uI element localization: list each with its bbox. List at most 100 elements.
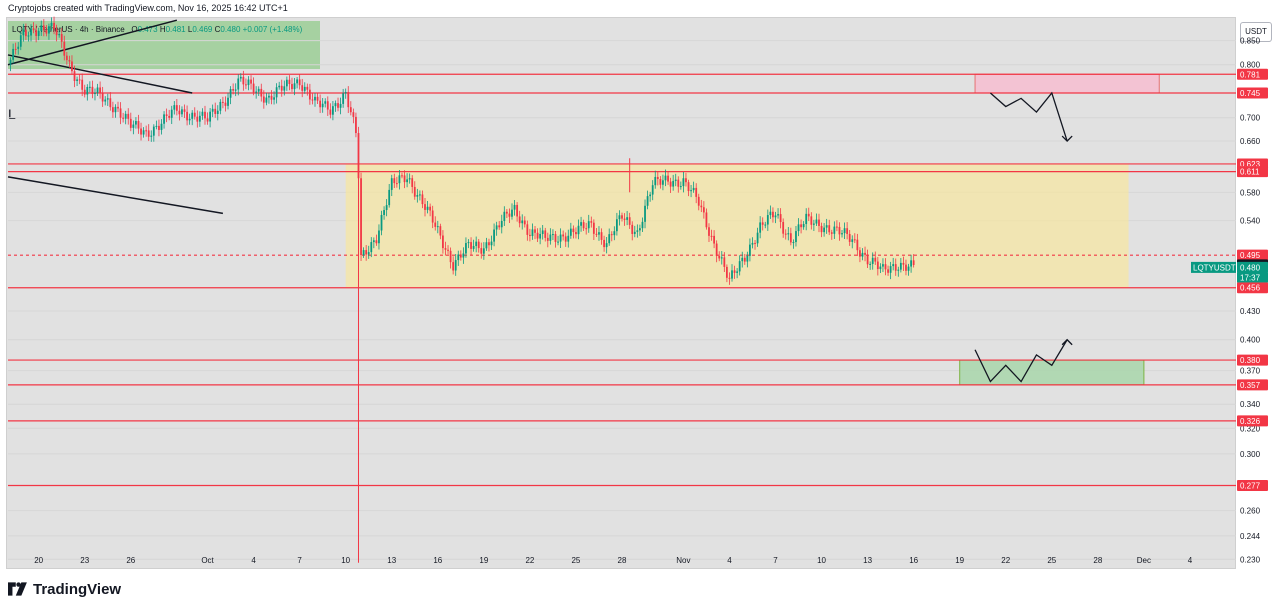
candle-body xyxy=(306,86,309,90)
currency-button[interactable]: USDT xyxy=(1240,22,1272,42)
candle-body xyxy=(81,79,84,90)
candle-body xyxy=(63,41,66,56)
level-badge-bg xyxy=(1237,68,1268,80)
candle-body xyxy=(488,242,490,246)
y-tick-label: 0.230 xyxy=(1240,555,1261,564)
trendline xyxy=(7,54,193,94)
candle-body xyxy=(127,113,130,119)
candle-body xyxy=(513,204,516,210)
candle-body xyxy=(142,130,145,135)
candle-body xyxy=(633,231,636,234)
candle-body xyxy=(150,135,153,137)
candle-body xyxy=(332,106,334,115)
countdown-badge-bg xyxy=(1237,272,1268,283)
y-tick-label: 0.580 xyxy=(1240,188,1261,197)
level-badge: 0.745 xyxy=(1240,89,1261,98)
candle-body xyxy=(367,252,370,255)
symbol-legend[interactable]: LQTY / TetherUS · 4h · Binance O0.473 H0… xyxy=(12,25,302,34)
candle-body xyxy=(60,34,63,42)
candle-body xyxy=(800,224,802,228)
candle-body xyxy=(569,228,572,236)
candle-body xyxy=(618,215,621,220)
candle-body xyxy=(388,189,391,206)
candle-body xyxy=(651,185,654,195)
candle-body xyxy=(365,250,368,255)
candle-body xyxy=(518,216,521,224)
candle-body xyxy=(610,234,613,236)
candle-body xyxy=(152,126,155,136)
candle-body xyxy=(222,101,224,103)
x-tick-label: 23 xyxy=(80,556,89,565)
candle-body xyxy=(836,226,838,228)
candle-body xyxy=(833,226,836,234)
last-price-badge: 0.480 xyxy=(1240,263,1261,272)
candle-body xyxy=(874,257,877,262)
candle-body xyxy=(777,214,779,216)
candle-body xyxy=(178,110,181,115)
candle-body xyxy=(646,196,649,206)
candle-body xyxy=(175,105,178,111)
close-label: C xyxy=(214,25,221,34)
candle-body xyxy=(114,106,117,113)
candle-body xyxy=(508,213,511,217)
symbol-title[interactable]: LQTY / TetherUS · 4h · Binance xyxy=(12,25,125,34)
candle-body xyxy=(828,225,831,233)
candle-body xyxy=(482,248,485,254)
candle-body xyxy=(564,236,567,242)
candle-body xyxy=(902,262,905,265)
candle-body xyxy=(462,253,465,258)
candle-body xyxy=(662,180,664,185)
candle-body xyxy=(702,207,705,213)
candle-body xyxy=(861,252,864,257)
candle-body xyxy=(521,220,524,224)
candle-body xyxy=(797,224,800,232)
candle-body xyxy=(380,214,383,231)
zone-range xyxy=(345,163,1129,288)
candle-body xyxy=(848,233,851,242)
candle-body xyxy=(58,34,61,36)
candle-body xyxy=(285,79,288,87)
candle-body xyxy=(529,234,531,237)
candle-body xyxy=(211,108,214,112)
candle-body xyxy=(465,243,467,254)
candle-body xyxy=(339,103,342,108)
chart-area[interactable] xyxy=(6,17,1236,569)
candle-body xyxy=(242,76,245,85)
candle-body xyxy=(761,222,764,225)
candle-body xyxy=(119,108,122,118)
candle-body xyxy=(32,28,35,31)
candle-body xyxy=(275,87,278,98)
candle-body xyxy=(262,96,265,103)
candle-body xyxy=(559,234,562,242)
candle-body xyxy=(843,228,846,234)
candle-body xyxy=(442,235,444,249)
candle-body xyxy=(273,97,275,100)
countdown-badge: 17:37 xyxy=(1240,273,1261,282)
candle-body xyxy=(232,89,235,91)
candle-body xyxy=(864,252,866,255)
candle-body xyxy=(390,178,393,190)
candle-body xyxy=(252,83,255,93)
candle-body xyxy=(227,97,229,106)
x-tick-label: Nov xyxy=(676,556,690,565)
low-value: 0.469 xyxy=(192,25,213,34)
candle-body xyxy=(592,222,595,234)
level-badge: 0.495 xyxy=(1240,251,1261,260)
candle-body xyxy=(812,223,815,225)
candle-body xyxy=(145,130,148,132)
candle-body xyxy=(674,179,677,181)
candle-body xyxy=(91,86,94,95)
candle-body xyxy=(19,35,22,47)
x-tick-label: 4 xyxy=(727,556,732,565)
candle-body xyxy=(585,228,588,230)
candle-body xyxy=(572,228,575,233)
candle-body xyxy=(229,89,232,98)
candle-body xyxy=(408,178,411,180)
y-tick-label: 0.400 xyxy=(1240,336,1261,345)
y-tick-label: 0.660 xyxy=(1240,137,1261,146)
footer: TradingView xyxy=(8,580,121,598)
candle-body xyxy=(447,249,449,251)
candle-body xyxy=(802,224,805,228)
candle-body xyxy=(795,231,797,243)
candle-body xyxy=(280,85,283,91)
